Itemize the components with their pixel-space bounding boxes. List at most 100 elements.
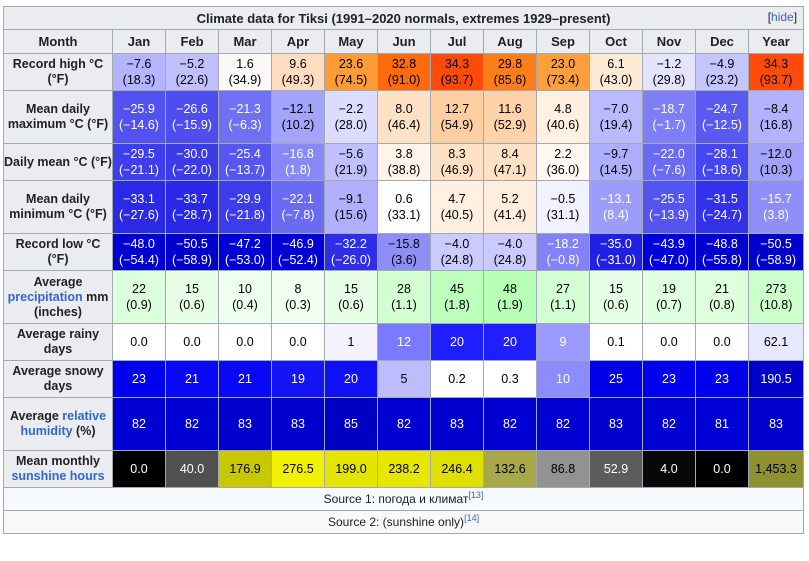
cell-value: 4.8 (554, 102, 572, 116)
header-jun: Jun (377, 29, 431, 54)
cell-value: 1.6 (236, 57, 254, 71)
cell-value-imperial: (19.4) (599, 118, 633, 132)
cell-value: 15 (609, 282, 623, 296)
cell-value-imperial: (15.6) (334, 208, 368, 222)
row-header-link[interactable]: precipitation (7, 289, 83, 304)
cell-value-imperial: (1.8) (444, 298, 470, 312)
data-cell: −15.8 (3.6) (377, 233, 431, 271)
row-header-link[interactable]: sunshine hours (11, 469, 105, 483)
cell-value-imperial: (18.3) (122, 73, 156, 87)
cell-value: 48 (503, 282, 517, 296)
source-row: Source 1: погода и климат[13] (2, 487, 805, 511)
cell-value-imperial: (91.0) (387, 73, 421, 87)
row-header-text: Average (9, 409, 63, 423)
data-cell: 5 (377, 360, 431, 398)
data-cell: 5.2 (41.4) (483, 180, 537, 234)
cell-value: −33.1 (123, 192, 155, 206)
data-cell: 21 (218, 360, 272, 398)
cell-value: 10 (556, 372, 570, 386)
cell-value-imperial: (16.8) (759, 118, 793, 132)
cell-value: 40.0 (179, 462, 205, 476)
data-cell: 21 (165, 360, 219, 398)
cell-value-imperial: (22.6) (175, 73, 209, 87)
data-cell: −28.1 (−18.6) (695, 143, 749, 181)
cell-value: 0.0 (183, 335, 201, 349)
data-cell: 1.6 (34.9) (218, 53, 272, 91)
cell-value: −9.1 (338, 192, 364, 206)
data-cell: −16.8 (1.8) (271, 143, 325, 181)
data-cell: −7.6 (18.3) (112, 53, 166, 91)
data-cell: 15 (0.6) (324, 270, 378, 324)
data-cell: 82 (112, 397, 166, 451)
cell-value-imperial: (0.4) (232, 298, 258, 312)
data-cell: −18.2 (−0.8) (536, 233, 590, 271)
cell-value: −0.5 (550, 192, 576, 206)
data-cell: 9.6 (49.3) (271, 53, 325, 91)
cell-value-imperial: (52.9) (493, 118, 527, 132)
cell-value: 10 (238, 282, 252, 296)
data-cell: −25.4 (−13.7) (218, 143, 272, 181)
row-header-text: Mean monthly (15, 454, 101, 468)
data-cell: −4.9 (23.2) (695, 53, 749, 91)
data-cell: −12.0 (10.3) (747, 143, 805, 181)
data-cell: 20 (324, 360, 378, 398)
data-cell: 15 (0.6) (165, 270, 219, 324)
cell-value-imperial: (85.6) (493, 73, 527, 87)
cell-value: 1,453.3 (755, 462, 797, 476)
data-cell: −33.1 (−27.6) (112, 180, 166, 234)
source-ref-link[interactable]: [14] (464, 513, 480, 523)
hide-link[interactable]: hide (771, 10, 794, 24)
data-cell: 6.1 (43.0) (589, 53, 643, 91)
data-cell: −5.2 (22.6) (165, 53, 219, 91)
cell-value: 1 (347, 335, 355, 349)
cell-value: 27 (556, 282, 570, 296)
cell-value-imperial: (41.4) (493, 208, 527, 222)
cell-value: 15 (185, 282, 199, 296)
cell-value: 62.1 (763, 335, 789, 349)
data-cell: −2.2 (28.0) (324, 90, 378, 144)
cell-value: 8 (294, 282, 302, 296)
cell-value: 0.0 (130, 462, 148, 476)
data-cell: −25.5 (−13.9) (642, 180, 696, 234)
cell-value: 23.0 (550, 57, 576, 71)
data-cell: 83 (589, 397, 643, 451)
data-cell: 0.0 (642, 323, 696, 361)
cell-value: −1.2 (656, 57, 682, 71)
cell-value: −8.4 (763, 102, 789, 116)
data-cell: −35.0 (−31.0) (589, 233, 643, 271)
data-cell: 25 (589, 360, 643, 398)
cell-value: −13.1 (600, 192, 632, 206)
cell-value: 85 (344, 417, 358, 431)
cell-value: 0.3 (501, 372, 519, 386)
cell-value: 4.0 (660, 462, 678, 476)
climate-table-container: Climate data for Tiksi (1991–2020 normal… (2, 6, 805, 534)
row-header: Record high °C (°F) (3, 53, 113, 91)
cell-value-imperial: (46.9) (440, 163, 474, 177)
cell-value: 5.2 (501, 192, 519, 206)
row-header: Average precipitation mm (inches) (3, 270, 113, 324)
table-row: Mean daily maximum °C (°F) −25.9 (−14.6) −2… (3, 90, 805, 144)
data-cell: 8.3 (46.9) (430, 143, 484, 181)
row-header: Average snowy days (3, 360, 113, 398)
cell-value: 86.8 (550, 462, 576, 476)
cell-value: 0.0 (130, 335, 148, 349)
cell-value-imperial: (74.5) (334, 73, 368, 87)
cell-value: 83 (450, 417, 464, 431)
cell-value-imperial: (10.2) (281, 118, 315, 132)
cell-value: 82 (397, 417, 411, 431)
row-header-link[interactable]: relative humidity (20, 409, 107, 438)
cell-value: 4.7 (448, 192, 466, 206)
cell-value: 0.6 (395, 192, 413, 206)
data-cell: 34.3 (93.7) (430, 53, 484, 91)
data-cell: 1,453.3 (747, 450, 805, 488)
data-cell: 1 (324, 323, 378, 361)
source-ref-link[interactable]: [13] (468, 490, 484, 500)
cell-value-imperial: (47.1) (493, 163, 527, 177)
data-cell: −7.0 (19.4) (589, 90, 643, 144)
cell-value-imperial: (3.6) (391, 253, 417, 267)
data-cell: 276.5 (271, 450, 325, 488)
cell-value-imperial: (21.9) (334, 163, 368, 177)
header-mar: Mar (218, 29, 272, 54)
cell-value: 83 (769, 417, 783, 431)
header-dec: Dec (695, 29, 749, 54)
